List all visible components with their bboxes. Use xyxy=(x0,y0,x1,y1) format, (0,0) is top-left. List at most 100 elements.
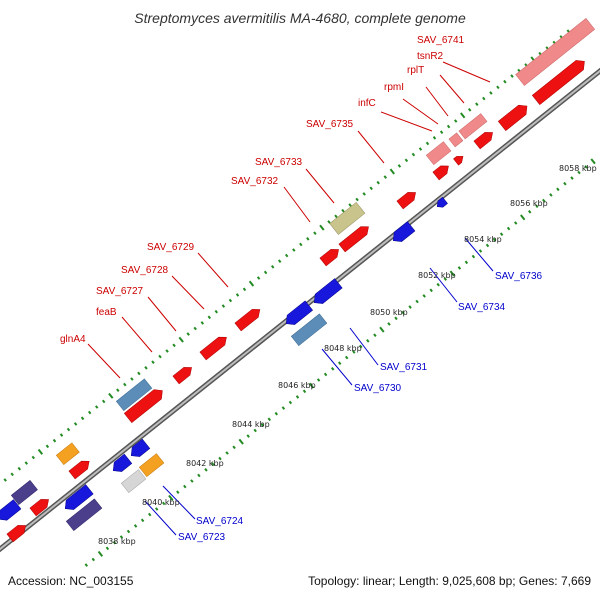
scale-label: 8056 kbp xyxy=(510,199,548,208)
gene-rpmI[interactable] xyxy=(453,153,466,166)
position-tick xyxy=(211,462,215,466)
position-tick xyxy=(186,332,190,336)
topology-text: Topology: linear; Length: 9,025,608 bp; … xyxy=(308,574,591,588)
gene-SAV_6724[interactable] xyxy=(61,484,94,514)
gene-infC[interactable] xyxy=(432,162,452,181)
position-tick xyxy=(492,238,497,242)
gene-SAV_6727[interactable] xyxy=(199,333,230,361)
gene-orange-fwd[interactable] xyxy=(55,442,80,466)
gene-features xyxy=(0,18,596,543)
label-SAV_6723[interactable]: SAV_6723 xyxy=(178,532,226,543)
position-tick xyxy=(520,214,526,221)
gene-SAV_6741[interactable] xyxy=(531,57,588,106)
position-tick xyxy=(489,91,493,95)
gene-pink-3[interactable] xyxy=(458,113,488,140)
gene-rev-far-left-2[interactable] xyxy=(10,479,38,506)
label-SAV_6727[interactable]: SAV_6727 xyxy=(96,286,144,297)
position-tick xyxy=(221,304,226,308)
position-tick xyxy=(369,186,373,191)
position-tick xyxy=(288,400,293,405)
label-feaB[interactable]: feaB xyxy=(96,307,117,318)
gene-pink-1[interactable] xyxy=(425,141,452,166)
label-rplT[interactable]: rplT xyxy=(407,65,424,76)
gene-SAV_6734[interactable] xyxy=(389,221,416,246)
gene-SAV_6723[interactable] xyxy=(65,498,103,532)
label-glnA4[interactable]: glnA4 xyxy=(60,334,86,345)
gene-blue-rev-6[interactable] xyxy=(310,278,343,308)
gene-SAV_6731[interactable] xyxy=(282,300,313,328)
position-tick xyxy=(10,472,14,477)
gene-SAV_6728[interactable] xyxy=(234,306,263,332)
gene-SAV_6733[interactable] xyxy=(338,223,372,253)
label-SAV_6728[interactable]: SAV_6728 xyxy=(121,265,169,276)
position-tick xyxy=(190,479,194,483)
label-SAV_6734[interactable]: SAV_6734 xyxy=(458,302,506,313)
position-tick xyxy=(228,298,233,303)
position-tick xyxy=(91,557,96,562)
position-tick xyxy=(292,248,296,252)
gene-fwd-far-left-2[interactable] xyxy=(29,496,52,517)
position-tick xyxy=(319,224,325,231)
position-tick xyxy=(401,310,405,315)
gene-SAV_6732[interactable] xyxy=(319,246,342,267)
position-tick xyxy=(570,176,574,180)
label-SAV_6730[interactable]: SAV_6730 xyxy=(354,383,402,394)
position-tick xyxy=(197,473,201,478)
scale-label: 8054 kbp xyxy=(464,235,502,244)
gene-rplT[interactable] xyxy=(473,129,496,150)
gene-SAV_6736[interactable] xyxy=(435,196,448,209)
position-tick xyxy=(341,208,345,213)
scale-label: 8048 kbp xyxy=(324,344,362,353)
label-SAV_6741[interactable]: SAV_6741 xyxy=(417,35,465,46)
position-tick xyxy=(101,399,106,404)
position-tick xyxy=(302,389,307,394)
position-tick xyxy=(432,136,437,140)
position-tick xyxy=(24,461,29,465)
gene-steelblue-fwd[interactable] xyxy=(115,378,153,412)
gene-grey-rev[interactable] xyxy=(120,469,147,494)
gene-pink-2[interactable] xyxy=(448,132,464,148)
position-tick xyxy=(355,197,359,202)
gene-blue-rev-4[interactable] xyxy=(127,438,151,460)
gene-olive[interactable] xyxy=(329,201,366,235)
gene-blue-rev-3[interactable] xyxy=(109,453,133,475)
label-infC[interactable]: infC xyxy=(358,98,376,109)
position-tick xyxy=(383,175,388,179)
gene-orange-rev[interactable] xyxy=(138,453,165,478)
label-SAV_6733[interactable]: SAV_6733 xyxy=(255,157,303,168)
position-tick xyxy=(510,74,514,78)
label-SAV_6724[interactable]: SAV_6724 xyxy=(196,516,244,527)
gene-rev-far-left-1[interactable] xyxy=(0,499,22,524)
position-tick xyxy=(80,416,85,421)
position-tick xyxy=(485,243,490,248)
label-SAV_6731[interactable]: SAV_6731 xyxy=(380,362,428,373)
position-tick xyxy=(126,529,131,534)
position-tick xyxy=(116,388,120,392)
gene-fwd-far-left-1[interactable] xyxy=(6,522,29,543)
position-tick xyxy=(316,378,321,382)
gene-feaB[interactable] xyxy=(172,364,195,385)
gene-SAV_6730[interactable] xyxy=(290,313,328,347)
gene-fwd-left-3[interactable] xyxy=(68,457,92,480)
label-rpmI[interactable]: rpmI xyxy=(384,82,404,93)
position-tick xyxy=(97,550,104,557)
label-SAV_6736[interactable]: SAV_6736 xyxy=(495,271,543,282)
position-tick xyxy=(411,152,416,157)
label-SAV_6732[interactable]: SAV_6732 xyxy=(231,176,279,187)
gene-tsnR2[interactable] xyxy=(497,101,530,132)
position-tick xyxy=(542,198,546,203)
gene-pink-4[interactable] xyxy=(515,18,596,86)
position-tick xyxy=(327,220,331,224)
label-tsnR2[interactable]: tsnR2 xyxy=(417,51,444,62)
label-SAV_6735[interactable]: SAV_6735 xyxy=(306,119,354,130)
gene-SAV_6735[interactable] xyxy=(396,189,419,210)
position-tick xyxy=(66,427,71,432)
position-tick xyxy=(119,535,124,539)
position-tick xyxy=(513,221,518,225)
label-SAV_6729[interactable]: SAV_6729 xyxy=(147,242,195,253)
label-callout-lines xyxy=(87,61,494,536)
gene-glnA4[interactable] xyxy=(123,386,166,424)
position-tick xyxy=(453,119,458,123)
position-tick xyxy=(260,423,265,427)
